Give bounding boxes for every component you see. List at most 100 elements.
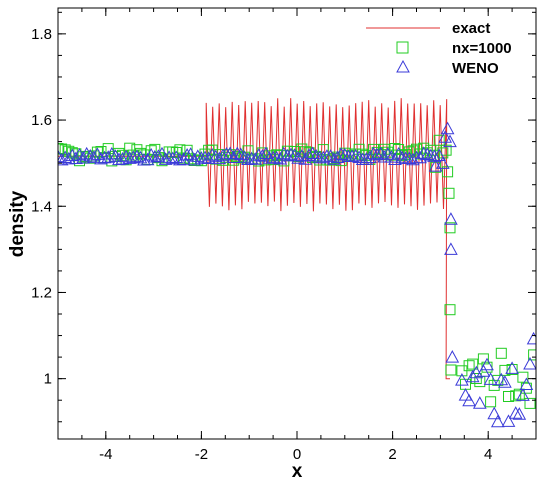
series-weno-point <box>133 150 148 164</box>
series-nx1000-point <box>371 146 383 158</box>
series-weno-point <box>180 148 194 161</box>
series-weno-point <box>395 150 410 164</box>
x-tick-label: -4 <box>99 446 112 463</box>
series-nx1000-point <box>503 391 514 402</box>
y-axis-title: density <box>7 190 28 257</box>
series-nx1000-point <box>495 347 507 359</box>
series-weno-point <box>190 149 205 162</box>
series-weno-point <box>302 148 316 161</box>
series-weno-point <box>380 147 395 160</box>
series-weno-point <box>476 364 491 377</box>
series-weno-point <box>61 151 76 165</box>
legend-nx1000-marker <box>396 41 409 54</box>
series-weno-point <box>255 149 270 162</box>
series-weno-point <box>287 148 302 161</box>
series-weno-point <box>233 147 248 161</box>
y-tick-label: 1.2 <box>31 284 52 301</box>
series-weno-point <box>130 149 144 163</box>
series-nx1000-point <box>445 364 457 376</box>
series-weno-point <box>115 151 130 165</box>
series-nx1000-point <box>524 397 536 409</box>
series-weno-point <box>277 146 291 160</box>
series-weno-point <box>58 152 69 166</box>
series-weno-point <box>104 146 119 160</box>
series-weno-point <box>327 152 341 165</box>
series-weno-point <box>323 149 338 162</box>
series-weno-point <box>158 152 173 165</box>
series-weno-point <box>432 148 447 161</box>
series-weno-point <box>373 146 388 160</box>
series-weno-point <box>366 146 381 160</box>
series-weno-point <box>237 150 252 163</box>
series-weno-point <box>370 147 384 161</box>
series-weno-point <box>173 152 187 166</box>
y-tick-label: 1.8 <box>31 26 52 43</box>
y-tick-label: 1 <box>44 371 52 388</box>
series-weno-point <box>162 150 176 163</box>
series-weno-point <box>87 150 101 163</box>
series-weno-point <box>345 149 359 162</box>
series-weno-point <box>444 212 458 225</box>
series-weno-point <box>483 372 498 385</box>
series-weno-point <box>305 146 320 159</box>
series-weno-point <box>165 151 180 165</box>
series-weno-point <box>523 356 536 370</box>
series-weno-point <box>212 151 227 165</box>
series-nx1000-point <box>403 146 415 158</box>
series-weno-point <box>465 369 480 383</box>
series-nx1000-point <box>443 187 455 199</box>
series-nx1000-point <box>149 143 161 155</box>
series-weno-point <box>444 242 458 255</box>
legend: exact nx=1000 WENO <box>366 20 512 77</box>
series-nx1000-point <box>156 155 168 167</box>
series-weno-point <box>348 148 363 162</box>
series-weno-point <box>280 148 295 162</box>
series-weno-point <box>294 149 309 162</box>
series-weno-point <box>505 361 519 374</box>
series-nx1000-point <box>444 222 456 234</box>
series-weno-point <box>498 375 512 388</box>
series-weno-point <box>402 151 417 164</box>
series-nx1000-point <box>528 349 536 361</box>
axis-ticks: -4 -2 0 2 4 1 1.2 1.4 1.6 1.8 <box>31 8 537 463</box>
series-weno-point <box>291 151 306 164</box>
series-weno-point <box>309 148 323 162</box>
series-weno-point <box>455 373 469 386</box>
series-nx1000-point <box>58 143 64 154</box>
series-nx1000-point <box>59 144 71 156</box>
series-weno-point <box>462 393 476 407</box>
series-weno-point <box>155 146 169 160</box>
series-weno-point <box>72 147 87 161</box>
series-weno-point <box>352 150 366 163</box>
series-weno-point <box>501 414 516 427</box>
series-weno-point <box>58 149 65 163</box>
series-weno-point <box>169 150 184 163</box>
series-weno-point <box>512 407 527 420</box>
series-weno-point <box>101 150 116 163</box>
series-weno-point <box>334 147 349 160</box>
series-weno-point <box>494 372 509 386</box>
series-nx1000-point <box>242 145 254 157</box>
series-weno-point <box>508 406 523 419</box>
series-nx1000-point <box>463 360 475 372</box>
series-nx1000-point <box>296 143 308 155</box>
series-nx1000-point <box>470 373 482 384</box>
series-weno-point <box>126 150 141 163</box>
series-nx1000-point <box>145 145 157 157</box>
y-tick-label: 1.6 <box>31 112 52 129</box>
series-weno-point <box>490 414 505 428</box>
series-nx1000-point <box>444 304 456 316</box>
series-weno-point <box>458 388 473 401</box>
series-weno-point <box>241 152 255 165</box>
x-tick-label: 2 <box>388 446 396 463</box>
x-tick-label: 0 <box>293 446 301 463</box>
series-weno-point <box>516 388 530 401</box>
series-weno-point <box>205 148 220 161</box>
series-nx1000-point <box>213 149 225 161</box>
series-nx1000-point <box>407 145 419 157</box>
series-nx1000-point <box>70 148 82 160</box>
series-weno-point <box>445 350 460 363</box>
series-weno-point <box>377 149 392 163</box>
series-weno-point <box>208 149 223 163</box>
